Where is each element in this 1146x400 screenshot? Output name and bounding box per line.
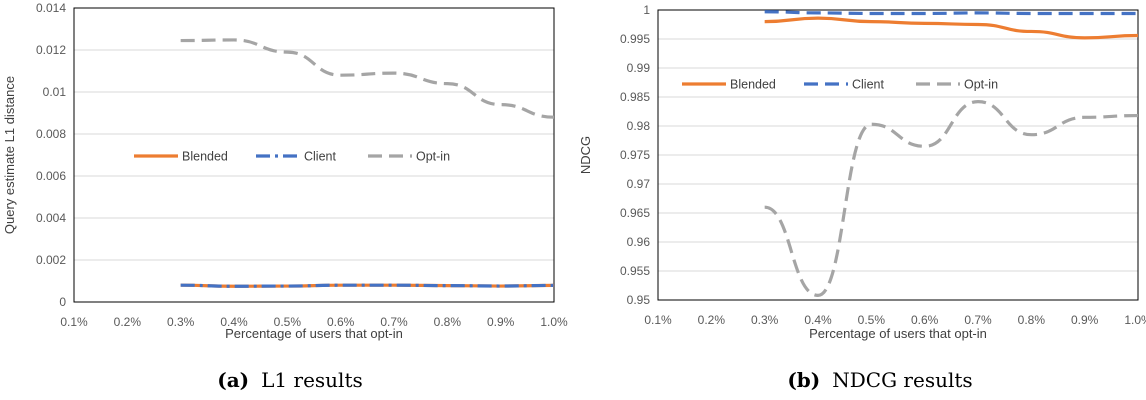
grid-b: [658, 9, 1138, 301]
legend-a: Blended Client Opt-in: [134, 150, 450, 164]
x-tick-label: 0.4%: [220, 315, 248, 329]
x-tick-label: 0.1%: [644, 313, 672, 327]
caption-tag-b: (b): [787, 368, 820, 392]
series-lines-b: [764, 10, 1139, 297]
x-tick-label: 0.6%: [327, 315, 355, 329]
x-tick-label: 0.4%: [804, 313, 832, 327]
y-tick-label: 0.012: [36, 43, 66, 57]
y-tick-label: 0.965: [620, 206, 650, 220]
legend-b: Blended Client Opt-in: [682, 78, 998, 92]
y-ticks-b: 0.95 0.955 0.96 0.965 0.97 0.975 0.98 0.985 0.99…: [620, 3, 650, 307]
x-tick-label: 0.8%: [434, 315, 462, 329]
y-ticks-a: 0 0.002 0.004 0.006 0.008 0.01 0.012 0.014: [36, 1, 66, 309]
caption-text-a: L1 results: [261, 368, 363, 392]
series-line-client: [180, 283, 555, 288]
x-tick-label: 0.8%: [1018, 313, 1046, 327]
x-tick-label: 0.7%: [964, 313, 992, 327]
legend-label-client: Client: [304, 150, 336, 164]
x-tick-label: 0.3%: [167, 315, 195, 329]
x-tick-label: 0.3%: [751, 313, 779, 327]
y-tick-label: 0.995: [620, 32, 650, 46]
y-tick-label: 0.006: [36, 169, 66, 183]
x-tick-label: 0.2%: [114, 315, 142, 329]
y-axis-label-a: Query estimate L1 distance: [2, 76, 17, 234]
x-tick-label: 1.0%: [540, 315, 568, 329]
y-tick-label: 0.985: [620, 90, 650, 104]
x-ticks-b: 0.1% 0.2% 0.3% 0.4% 0.5% 0.6% 0.7% 0.8% 0.9% 1.0%: [644, 313, 1146, 327]
legend-label-opt-in: Opt-in: [416, 150, 450, 164]
x-tick-label: 0.9%: [487, 315, 515, 329]
y-tick-label: 0.98: [627, 119, 651, 133]
grid-a: [74, 7, 554, 303]
y-tick-label: 0.008: [36, 127, 66, 141]
x-tick-label: 0.6%: [911, 313, 939, 327]
y-tick-label: 1: [643, 3, 650, 17]
legend-label-client: Client: [852, 78, 884, 92]
legend-label-blended: Blended: [182, 150, 228, 164]
y-tick-label: 0.96: [627, 235, 651, 249]
x-tick-label: 0.1%: [60, 315, 88, 329]
y-tick-label: 0.95: [627, 293, 651, 307]
x-ticks-a: 0.1% 0.2% 0.3% 0.4% 0.5% 0.6% 0.7% 0.8% 0.9% 1.0%: [60, 315, 568, 329]
y-tick-label: 0.975: [620, 148, 650, 162]
y-tick-label: 0.99: [627, 61, 651, 75]
y-tick-label: 0.014: [36, 1, 66, 15]
caption-text-b: NDCG results: [832, 368, 972, 392]
chart-panel-b: 0.95 0.955 0.96 0.965 0.97 0.975 0.98 0.985 0.99…: [578, 3, 1146, 392]
series-lines-a: [180, 38, 555, 288]
y-tick-label: 0: [59, 295, 66, 309]
caption-b: (b) NDCG results: [787, 368, 972, 392]
x-tick-label: 1.0%: [1124, 313, 1146, 327]
series-line-client: [764, 10, 1138, 16]
plot-frame-a: [73, 7, 555, 303]
y-tick-label: 0.01: [43, 85, 67, 99]
x-tick-label: 0.5%: [858, 313, 886, 327]
chart-panel-a: 0 0.002 0.004 0.006 0.008 0.01 0.012 0.014 0.1%…: [2, 1, 568, 392]
x-tick-label: 0.2%: [698, 313, 726, 327]
x-tick-label: 0.5%: [274, 315, 302, 329]
legend-label-blended: Blended: [730, 78, 776, 92]
series-line-opt-in: [764, 100, 1139, 297]
x-axis-label-b: Percentage of users that opt-in: [809, 326, 987, 341]
x-tick-label: 0.9%: [1071, 313, 1099, 327]
series-line-opt-in: [180, 38, 555, 119]
caption-a: (a) L1 results: [217, 368, 363, 392]
plot-frame-b: [657, 9, 1139, 301]
caption-tag-a: (a): [217, 368, 249, 392]
x-tick-label: 0.7%: [380, 315, 408, 329]
legend-label-opt-in: Opt-in: [964, 78, 998, 92]
x-axis-label-a: Percentage of users that opt-in: [225, 326, 403, 341]
y-tick-label: 0.955: [620, 264, 650, 278]
y-tick-label: 0.002: [36, 253, 66, 267]
y-tick-label: 0.004: [36, 211, 66, 225]
y-tick-label: 0.97: [627, 177, 651, 191]
y-axis-label-b: NDCG: [578, 136, 593, 174]
series-line-blended: [764, 16, 1139, 40]
